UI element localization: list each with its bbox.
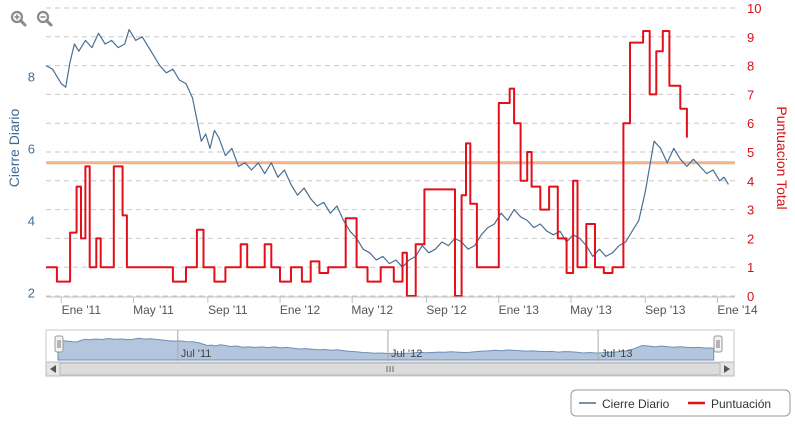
scrollbar-grip-icon xyxy=(386,366,394,372)
y-right-tick-label: 7 xyxy=(747,87,754,102)
y-right-tick-label: 6 xyxy=(747,116,754,131)
legend-item-puntuacion[interactable]: Puntuación xyxy=(688,397,771,411)
navigator[interactable]: Jul '11 Jul '12 Jul '13 xyxy=(45,329,735,363)
series-cierre-diario-line[interactable] xyxy=(45,29,729,268)
x-tick-label: Ene '12 xyxy=(280,303,321,317)
arrow-right-icon xyxy=(724,365,730,373)
legend-item-cierre-diario[interactable]: Cierre Diario xyxy=(579,397,670,411)
navigator-labels: Jul '11 Jul '12 Jul '13 xyxy=(181,348,633,360)
x-tick-label: Ene '11 xyxy=(62,303,102,317)
navigator-handle-right[interactable] xyxy=(713,335,723,353)
series-puntuacion-line[interactable] xyxy=(46,30,688,297)
y-left-tick-label: 2 xyxy=(28,285,35,300)
navigator-handle-left[interactable] xyxy=(54,335,64,353)
y-right-tick-label: 10 xyxy=(747,1,761,16)
y-right-tick-label: 1 xyxy=(747,260,754,275)
navigator-grid xyxy=(177,330,599,361)
zoom-in-button[interactable] xyxy=(10,10,27,27)
x-tick-label: Sep '11 xyxy=(208,303,248,317)
scrollbar-left-button[interactable] xyxy=(45,361,61,377)
series-layer xyxy=(45,29,729,297)
y-right-tick-label: 9 xyxy=(747,30,754,45)
y-right-tick-label: 3 xyxy=(747,203,754,218)
x-tick-label: Sep '13 xyxy=(645,303,686,317)
x-tick-label: May '12 xyxy=(351,303,393,317)
x-tick-label: May '11 xyxy=(133,303,174,317)
y-right-tick-label: 2 xyxy=(747,231,754,246)
navigator-label: Jul '12 xyxy=(391,348,422,360)
x-tick-label: Ene '13 xyxy=(499,303,540,317)
y-left-tick-label: 8 xyxy=(28,69,35,84)
y-right-tick-label: 4 xyxy=(747,174,754,189)
y-axis-left-title: Cierre Diario xyxy=(6,109,22,188)
navigator-series-area xyxy=(57,337,715,361)
grid-lines xyxy=(46,7,735,297)
legend-label-puntuacion: Puntuación xyxy=(711,397,771,411)
scrollbar[interactable] xyxy=(45,361,735,377)
y-left-tick-label: 6 xyxy=(28,141,35,156)
x-tick-label: Sep '12 xyxy=(426,303,467,317)
y-right-tick-label: 0 xyxy=(747,289,754,304)
legend-label-cierre-diario: Cierre Diario xyxy=(602,397,670,411)
y-axis-right-title: Puntuacion Total xyxy=(774,106,790,209)
x-tick-label: May '13 xyxy=(570,303,612,317)
navigator-label: Jul '11 xyxy=(181,348,212,360)
scrollbar-right-button[interactable] xyxy=(719,361,735,377)
y-axis-left: 2 4 6 8 xyxy=(28,69,35,300)
arrow-left-icon xyxy=(50,365,56,373)
legend-box xyxy=(570,389,791,417)
x-tick-label: Ene '14 xyxy=(717,303,758,317)
zoom-out-button[interactable] xyxy=(36,10,53,27)
y-right-tick-label: 5 xyxy=(747,145,754,160)
y-left-tick-label: 4 xyxy=(28,213,35,228)
navigator-label: Jul '13 xyxy=(601,348,632,360)
y-axis-right: 0 1 2 3 4 5 6 7 8 9 10 xyxy=(747,1,761,304)
x-axis: Ene '11 May '11 Sep '11 Ene '12 May '12 Sep '… xyxy=(46,296,758,317)
y-right-tick-label: 8 xyxy=(747,59,754,74)
legend: Cierre Diario Puntuación xyxy=(570,389,791,417)
